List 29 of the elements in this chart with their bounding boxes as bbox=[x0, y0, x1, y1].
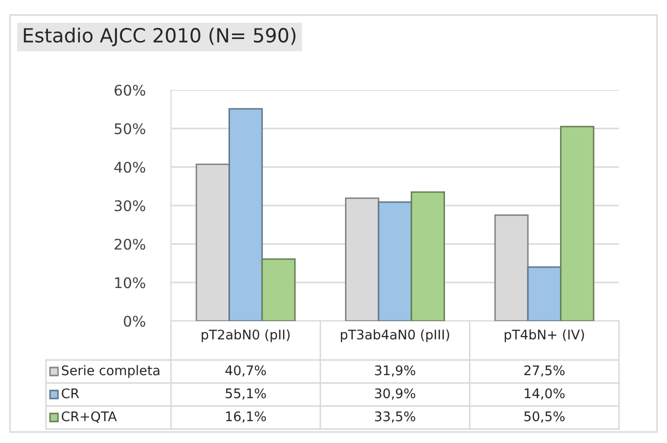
y-tick-label: 10% bbox=[115, 277, 146, 288]
y-tick-label: 30% bbox=[114, 200, 146, 212]
bar bbox=[228, 108, 263, 321]
data-label: 16,1% bbox=[226, 411, 266, 423]
bar bbox=[527, 266, 562, 321]
legend-label: Serie completa bbox=[62, 365, 160, 378]
data-label: 30,9% bbox=[375, 388, 416, 400]
y-tick-label: 60% bbox=[114, 84, 146, 96]
y-tick-label: 40% bbox=[114, 162, 146, 173]
data-label: 31,9% bbox=[375, 365, 416, 377]
x-tick-label: pT3ab4aN0 (pIII) bbox=[340, 329, 450, 342]
data-label: 50,5% bbox=[524, 411, 565, 423]
data-label: 27,5% bbox=[524, 365, 565, 377]
x-tick-label: pT2abN0 (pII) bbox=[202, 329, 290, 342]
data-label: 40,7% bbox=[225, 365, 266, 377]
bar bbox=[378, 201, 412, 321]
y-tick-label: 50% bbox=[114, 123, 146, 134]
bar bbox=[410, 191, 445, 321]
chart-title: Estadio AJCC 2010 (N= 590) bbox=[24, 28, 296, 46]
legend-label: CR bbox=[62, 388, 79, 398]
y-tick-label: 20% bbox=[114, 238, 146, 250]
data-label: 14,0% bbox=[524, 388, 565, 400]
legend-label: CR+QTA bbox=[62, 411, 117, 423]
y-tick-label: 0% bbox=[124, 316, 146, 327]
data-label: 55,1% bbox=[226, 388, 266, 400]
x-tick-label: pT4bN+ (IV) bbox=[504, 329, 584, 342]
bar bbox=[560, 126, 594, 321]
bar bbox=[261, 258, 296, 321]
data-label: 33,5% bbox=[375, 411, 416, 423]
